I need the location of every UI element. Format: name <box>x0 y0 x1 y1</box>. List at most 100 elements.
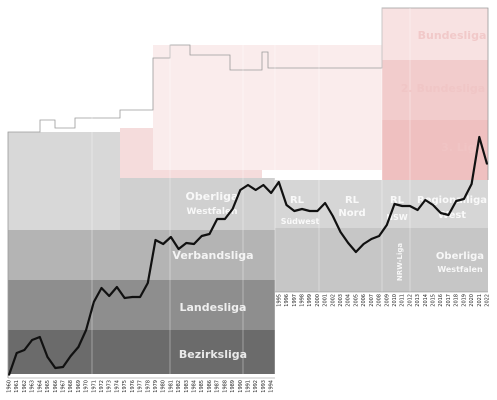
tick-label: 1964 <box>37 380 43 393</box>
position-point <box>170 236 172 238</box>
position-point <box>301 208 303 210</box>
band-oberliga-early <box>8 132 120 232</box>
league-labels: Bundesliga 2. Bundesliga 3. Liga Oberliga We… <box>172 29 487 361</box>
league-label-bezirksliga: Bezirksliga <box>179 348 247 361</box>
position-point <box>355 251 357 253</box>
league-label-rl-nsw-1: RL <box>390 195 405 206</box>
position-point <box>332 215 334 217</box>
position-point <box>347 242 350 244</box>
tick-label: 1995 <box>276 294 282 307</box>
tick-label: 2000 <box>315 294 321 307</box>
position-point <box>216 218 218 220</box>
tick-label: 1977 <box>138 380 144 393</box>
band-pro-tiers <box>153 45 382 170</box>
league-label-rl-nsw-2: NSW <box>386 213 407 222</box>
position-point <box>424 199 427 201</box>
league-label-bundesliga: Bundesliga <box>418 29 487 42</box>
tick-label: 1996 <box>284 294 290 307</box>
tick-label: 2014 <box>423 294 429 307</box>
tick-label: 2011 <box>400 294 406 307</box>
tick-label: 1991 <box>246 380 252 393</box>
position-point <box>147 282 149 284</box>
position-point <box>54 367 57 369</box>
position-point <box>116 286 118 288</box>
tick-label: 2003 <box>338 294 344 307</box>
position-point <box>463 198 465 200</box>
position-point <box>208 233 211 235</box>
tick-label: 1997 <box>292 294 298 307</box>
tick-label: 1990 <box>238 380 244 393</box>
position-point <box>432 204 434 206</box>
position-point <box>23 349 26 351</box>
band-oberliga-late <box>274 228 488 292</box>
band-regionalliga <box>274 180 488 228</box>
position-point <box>231 208 234 210</box>
position-point <box>239 189 242 191</box>
position-point <box>69 355 72 357</box>
position-point <box>324 202 326 204</box>
position-point <box>39 336 41 338</box>
position-point <box>455 200 458 202</box>
position-point <box>162 243 164 245</box>
tick-label: 2016 <box>438 294 444 307</box>
tick-label: 1965 <box>45 380 51 393</box>
tick-label: 2017 <box>446 294 452 307</box>
league-label-oberliga-westfalen-b2: Westfalen <box>437 265 483 274</box>
tick-label: 1985 <box>199 380 205 393</box>
band-verbandsliga <box>8 230 275 280</box>
league-label-verbandsliga: Verbandsliga <box>172 249 253 262</box>
tick-label: 1981 <box>168 380 174 393</box>
position-point <box>8 374 10 376</box>
tick-label: 1966 <box>53 380 59 393</box>
position-point <box>470 183 473 185</box>
league-label-dritte: 3. Liga <box>441 141 483 154</box>
league-label-nrw-liga: NRW-Liga <box>396 243 404 281</box>
position-point <box>154 239 157 241</box>
position-point <box>15 352 18 354</box>
position-point <box>270 192 272 194</box>
position-point <box>46 356 49 358</box>
tick-label: 1970 <box>84 380 90 393</box>
league-label-rl-nord-1: RL <box>345 195 360 206</box>
season-ticks: 1960 1961 1962 1963 1964 1965 1966 1967 1968 1969… <box>7 294 491 393</box>
tick-label: 1982 <box>176 380 182 393</box>
position-point <box>393 203 396 205</box>
position-point <box>177 248 180 250</box>
tick-label: 2007 <box>369 294 375 307</box>
tick-label: 2006 <box>361 294 367 307</box>
tick-label: 1989 <box>230 380 236 393</box>
position-point <box>339 231 342 233</box>
tick-label: 2012 <box>407 294 413 307</box>
tick-label: 1969 <box>76 380 82 393</box>
tick-label: 1983 <box>184 380 190 393</box>
tick-label: 1986 <box>207 380 213 393</box>
position-point <box>486 163 488 165</box>
league-label-rl-west-1: Regionalliga <box>417 195 487 206</box>
tick-label: 2018 <box>454 294 460 307</box>
tick-label: 1998 <box>299 294 305 307</box>
position-point <box>316 210 319 212</box>
position-point <box>224 218 226 220</box>
position-point <box>31 339 33 341</box>
league-label-rl-nord-2: Nord <box>338 208 365 219</box>
position-point <box>378 235 380 237</box>
position-point <box>93 301 95 303</box>
position-point <box>108 295 110 297</box>
tick-label: 1993 <box>261 380 267 393</box>
league-label-rl-sw-2: Südwest <box>281 217 320 226</box>
position-point <box>308 210 311 212</box>
position-point <box>285 204 288 206</box>
position-point <box>409 205 411 207</box>
position-point <box>416 209 419 211</box>
tick-label: 2022 <box>485 294 491 307</box>
tick-label: 1960 <box>7 380 13 393</box>
tick-label: 1968 <box>68 380 74 393</box>
position-point <box>100 287 103 289</box>
tick-label: 2010 <box>392 294 398 307</box>
league-bands <box>7 7 489 379</box>
band-dritte <box>382 120 488 180</box>
position-point <box>439 212 442 214</box>
position-point <box>185 242 188 244</box>
position-point <box>62 366 64 368</box>
